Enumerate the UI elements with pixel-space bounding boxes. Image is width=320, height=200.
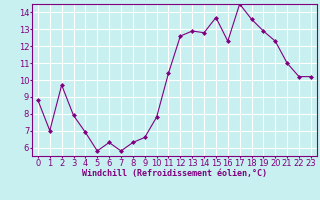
X-axis label: Windchill (Refroidissement éolien,°C): Windchill (Refroidissement éolien,°C) xyxy=(82,169,267,178)
